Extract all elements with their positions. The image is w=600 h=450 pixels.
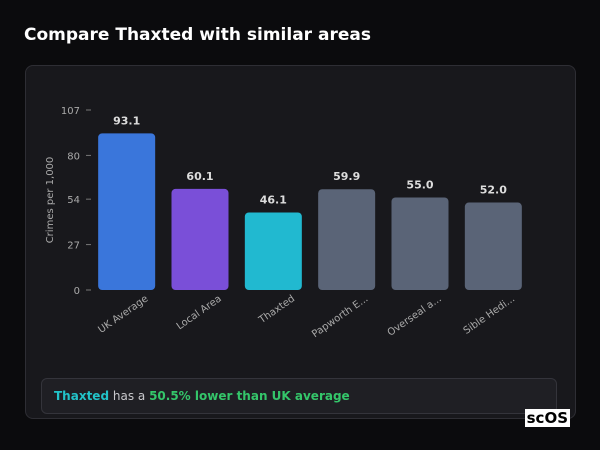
chart-title: Compare Thaxted with similar areas xyxy=(24,25,371,45)
bar xyxy=(318,189,376,290)
value-label: 55.0 xyxy=(406,178,433,191)
x-tick-label: Overseal a... xyxy=(386,293,444,338)
summary: Thaxted has a 50.5% lower than UK averag… xyxy=(41,378,557,414)
y-axis-label: Crimes per 1,000 xyxy=(45,157,56,244)
value-label: 93.1 xyxy=(113,114,140,127)
y-tick-label: 54 xyxy=(67,195,80,206)
y-tick-label: 0 xyxy=(74,286,80,297)
bar xyxy=(171,188,229,290)
y-tick-label: 80 xyxy=(67,151,80,162)
x-tick-label: UK Average xyxy=(96,293,150,335)
bar xyxy=(244,212,302,290)
y-tick-label: 27 xyxy=(67,241,80,252)
value-label: 46.1 xyxy=(260,193,287,206)
value-label: 59.9 xyxy=(333,170,360,183)
logo: scOS xyxy=(524,409,570,427)
x-tick-label: Papworth E... xyxy=(310,293,370,340)
value-label: 60.1 xyxy=(186,170,213,183)
summary-highlight: 50.5% lower than UK average xyxy=(149,389,350,403)
summary-text: has a xyxy=(112,389,146,403)
x-tick-label: Sible Hedi... xyxy=(462,293,517,336)
y-tick-label: 107 xyxy=(61,106,80,117)
bar xyxy=(391,197,449,290)
x-tick-label: Thaxted xyxy=(256,293,297,326)
x-tick-label: Local Area xyxy=(175,293,224,332)
bar xyxy=(464,202,522,290)
value-label: 52.0 xyxy=(480,184,507,197)
bar xyxy=(98,133,156,290)
summary-place: Thaxted xyxy=(54,389,110,403)
